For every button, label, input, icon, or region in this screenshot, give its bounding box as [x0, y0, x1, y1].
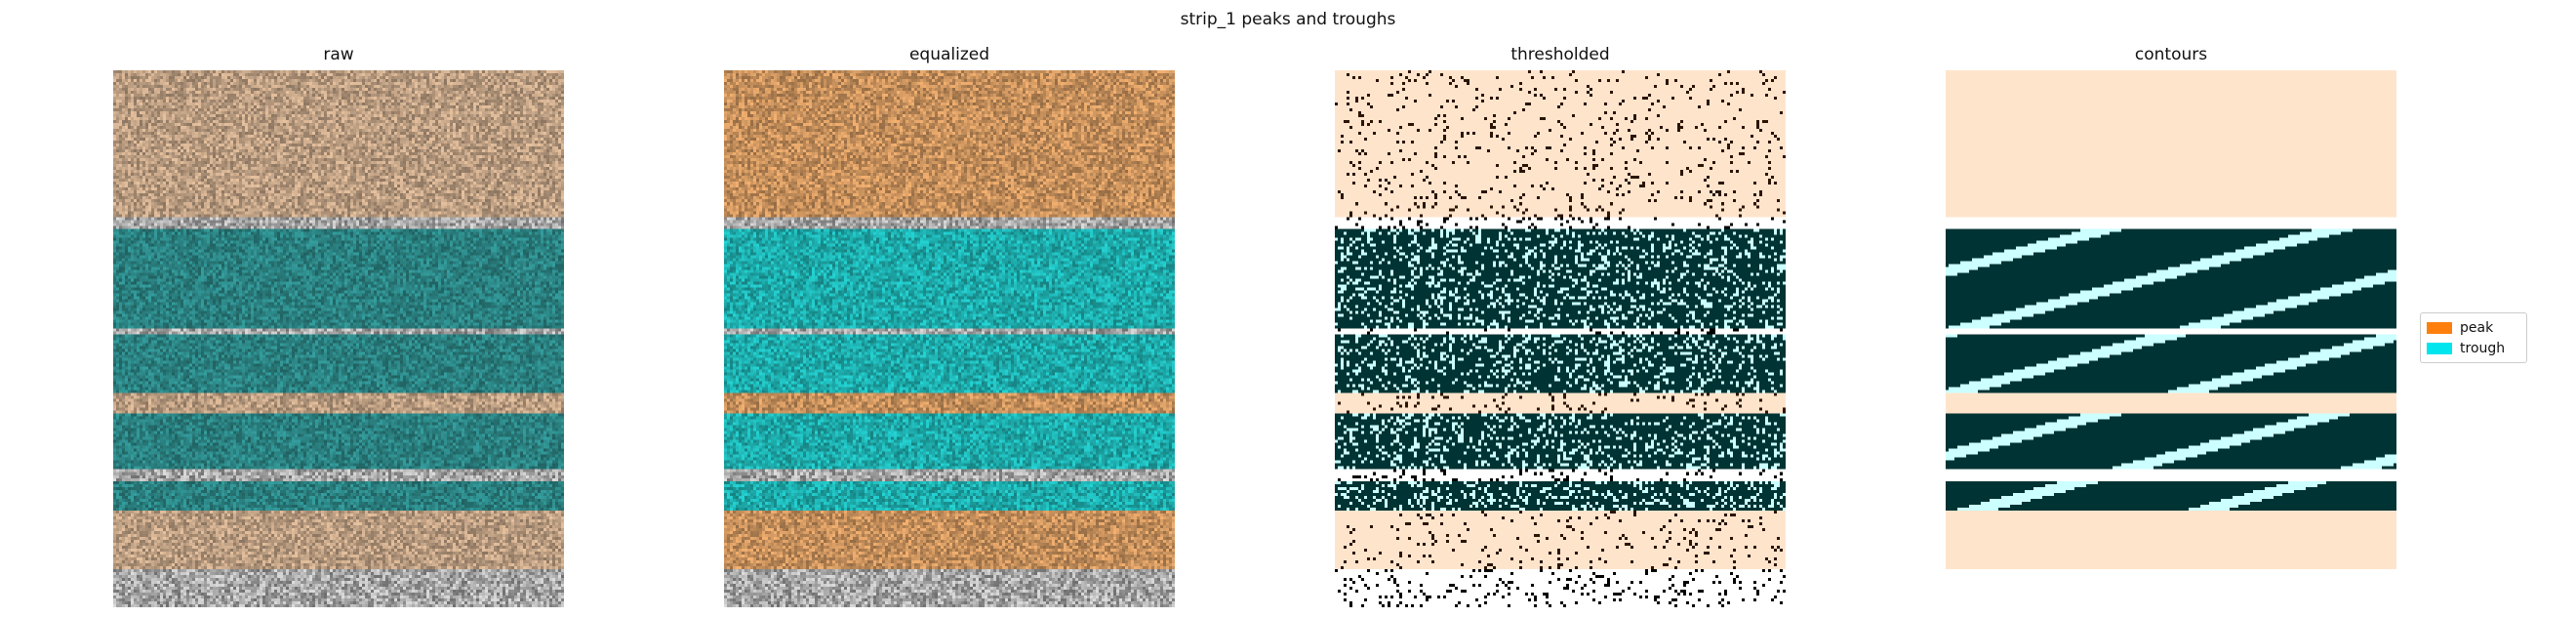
legend-label-peak: peak — [2460, 319, 2494, 336]
thresholded-image-panel — [1335, 70, 1786, 607]
raw-image — [113, 70, 564, 607]
panel-title-contours: contours — [2134, 45, 2208, 64]
contours-image-panel — [1946, 70, 2396, 607]
peak-swatch — [2427, 321, 2452, 334]
legend-item-trough: trough — [2427, 338, 2520, 358]
panel-title-raw: raw — [323, 45, 354, 64]
figure-title: strip_1 peaks and troughs — [1180, 10, 1396, 29]
thresholded-image — [1335, 70, 1786, 607]
contours-image — [1946, 70, 2396, 607]
panel-title-equalized: equalized — [908, 45, 990, 64]
legend: peak trough — [2420, 312, 2527, 363]
legend-label-trough: trough — [2460, 340, 2506, 356]
raw-image-panel — [113, 70, 564, 607]
trough-swatch — [2427, 342, 2452, 354]
legend-item-peak: peak — [2427, 317, 2520, 338]
equalized-image — [724, 70, 1175, 607]
panel-title-thresholded: thresholded — [1510, 45, 1610, 64]
equalized-image-panel — [724, 70, 1175, 607]
